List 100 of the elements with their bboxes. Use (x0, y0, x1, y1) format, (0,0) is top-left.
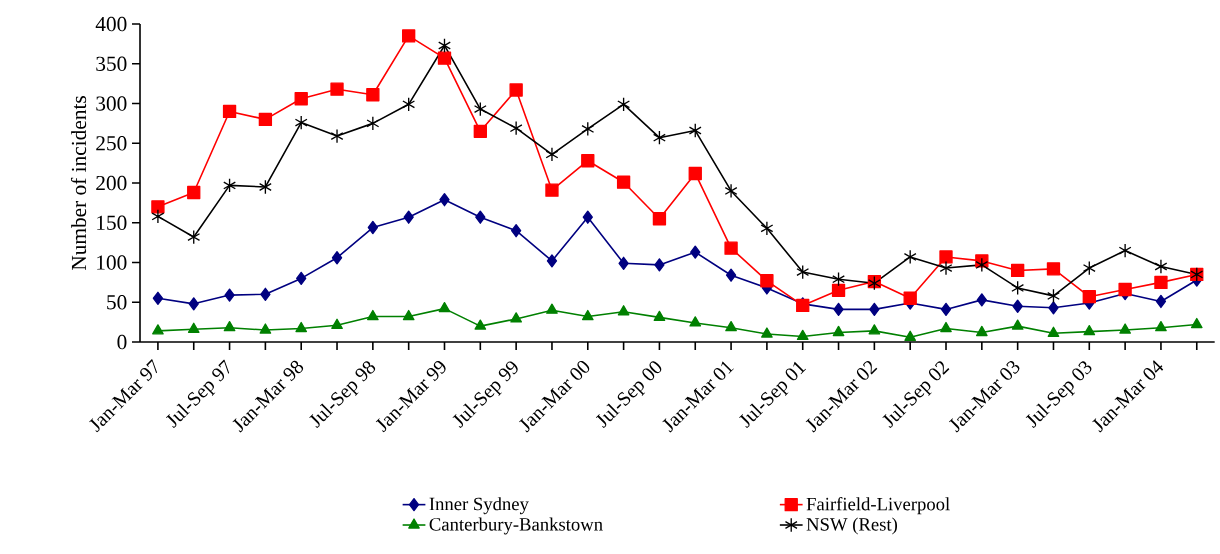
legend-label: Canterbury-Bankstown (429, 517, 603, 535)
point (652, 130, 666, 146)
point (940, 321, 952, 333)
point (330, 128, 344, 144)
point (1118, 243, 1132, 258)
point (223, 321, 236, 332)
point (152, 324, 164, 335)
point (1012, 299, 1023, 313)
point (1118, 282, 1132, 297)
point (188, 297, 199, 311)
point (760, 220, 774, 236)
point (366, 309, 379, 321)
point (761, 327, 773, 338)
point (367, 220, 379, 235)
point (1011, 319, 1024, 330)
point (438, 301, 451, 313)
point (509, 120, 523, 136)
point (1048, 301, 1059, 315)
point (151, 209, 165, 224)
point (976, 293, 987, 307)
point (1010, 263, 1025, 278)
point (439, 193, 450, 207)
point (582, 210, 593, 224)
point (1190, 317, 1203, 329)
point (904, 330, 917, 341)
point (1046, 262, 1061, 276)
point (1047, 326, 1060, 337)
point (618, 256, 629, 270)
point (1154, 275, 1168, 290)
point (1155, 321, 1167, 332)
point (868, 324, 881, 335)
point (975, 257, 989, 273)
point (151, 200, 165, 214)
point (653, 310, 666, 322)
y-tick-label: 150 (97, 215, 127, 230)
point (940, 302, 952, 317)
point (260, 287, 271, 301)
point (366, 116, 380, 131)
point (366, 88, 380, 102)
point (403, 210, 414, 224)
point (724, 183, 738, 199)
point (1083, 324, 1096, 336)
point (796, 329, 809, 341)
point (259, 323, 272, 334)
point (832, 271, 845, 287)
point (510, 312, 522, 323)
point (581, 121, 595, 137)
point (187, 229, 201, 245)
point (545, 147, 559, 162)
point (760, 274, 774, 288)
point (725, 268, 737, 282)
point (617, 305, 630, 316)
point (939, 260, 953, 276)
point (474, 319, 487, 330)
point (833, 302, 844, 317)
y-tick-label: 350 (96, 56, 127, 71)
point (473, 101, 487, 117)
point (724, 241, 738, 255)
point (1047, 288, 1060, 304)
y-axis-title: Number of incidents (70, 96, 87, 271)
point (975, 325, 988, 337)
point (1154, 259, 1168, 274)
y-tick-label: 250 (96, 136, 127, 151)
point (187, 322, 200, 333)
point (402, 96, 416, 112)
point (330, 82, 344, 96)
point (546, 303, 558, 314)
point (654, 258, 665, 272)
point (1155, 294, 1167, 309)
point (546, 254, 558, 268)
y-tick-label: 400 (95, 16, 127, 32)
point (581, 154, 595, 168)
y-tick-label: 50 (107, 295, 127, 310)
point (223, 178, 237, 193)
point (616, 175, 631, 189)
point (725, 321, 737, 332)
point (438, 38, 451, 53)
point (296, 271, 307, 286)
point (152, 291, 164, 305)
point (832, 325, 845, 337)
point (510, 224, 522, 238)
point (402, 309, 415, 321)
y-tick-label: 100 (97, 255, 127, 270)
point (1119, 323, 1131, 334)
point (258, 112, 273, 127)
y-tick-label: 0 (117, 334, 127, 350)
point (224, 288, 235, 302)
point (473, 124, 487, 138)
y-tick-label: 300 (96, 96, 127, 111)
point (688, 123, 702, 138)
point (831, 283, 846, 297)
point (1082, 260, 1096, 276)
legend-label: Inner Sydney (429, 497, 529, 515)
point (222, 104, 237, 119)
point (331, 318, 343, 329)
point (294, 92, 308, 106)
point (545, 183, 559, 197)
legend-label: NSW (Rest) (806, 517, 898, 535)
point (652, 212, 667, 226)
point (796, 264, 810, 280)
